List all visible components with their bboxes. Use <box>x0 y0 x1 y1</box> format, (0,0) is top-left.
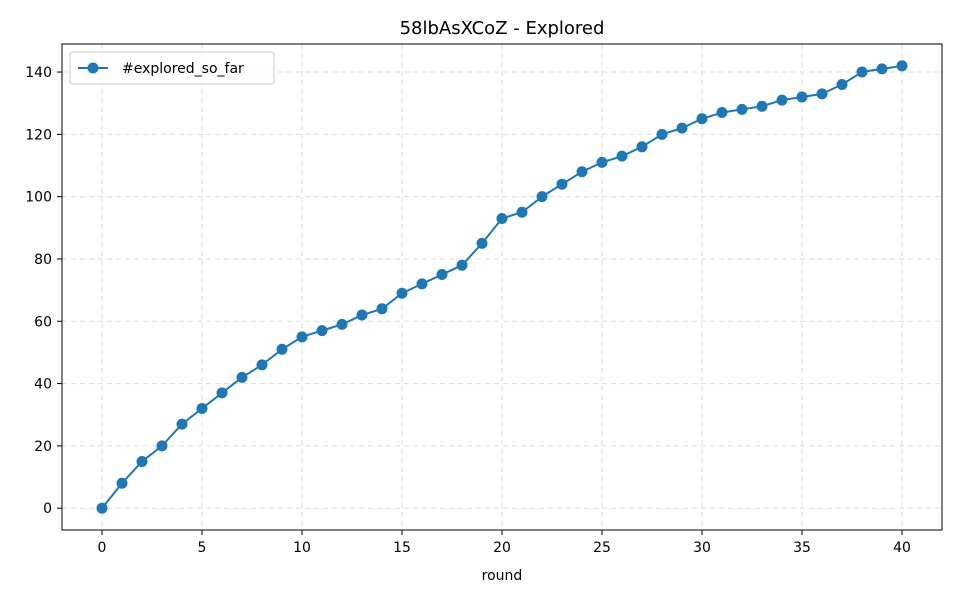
data-point <box>396 287 408 299</box>
data-point <box>756 100 768 112</box>
y-tick-label: 120 <box>25 127 52 143</box>
data-point <box>216 387 228 399</box>
y-tick-label: 80 <box>34 252 52 268</box>
data-point <box>676 122 688 134</box>
legend-box <box>69 51 275 85</box>
data-point <box>576 166 588 178</box>
x-tick-label: 40 <box>893 540 911 556</box>
data-point <box>836 79 848 90</box>
data-point <box>196 403 208 414</box>
data-point <box>176 418 188 430</box>
data-point <box>276 343 288 355</box>
data-point <box>816 88 828 100</box>
data-point <box>436 269 448 281</box>
data-point <box>96 502 108 514</box>
y-tick-label: 140 <box>25 65 52 81</box>
data-point <box>516 206 528 218</box>
data-point <box>656 128 668 140</box>
x-axis-label: round <box>482 568 523 584</box>
x-tick-label: 5 <box>198 540 207 556</box>
data-point <box>236 371 248 383</box>
data-point <box>416 278 428 290</box>
data-point <box>136 455 148 467</box>
data-point <box>596 156 608 168</box>
data-point <box>536 191 548 203</box>
data-point <box>296 331 308 343</box>
y-tick-label: 60 <box>34 314 52 330</box>
data-point <box>356 309 368 321</box>
chart-title: 58lbAsXCoZ - Explored <box>400 18 605 39</box>
x-tick-label: 20 <box>493 540 511 556</box>
data-point <box>256 359 268 371</box>
x-tick-label: 35 <box>793 540 811 556</box>
data-point <box>736 103 748 115</box>
legend: #explored_so_far <box>69 51 275 85</box>
data-point <box>696 113 708 125</box>
x-tick-label: 0 <box>98 540 107 556</box>
data-point <box>616 150 628 162</box>
y-tick-label: 0 <box>43 501 52 517</box>
data-point <box>856 66 868 78</box>
data-point <box>796 91 808 103</box>
data-point <box>636 141 648 153</box>
data-point <box>316 325 328 337</box>
data-point <box>376 303 388 315</box>
x-tick-label: 25 <box>593 540 611 556</box>
data-point <box>716 107 728 119</box>
x-tick-label: 15 <box>393 540 411 556</box>
data-point <box>116 477 128 489</box>
x-tick-label: 30 <box>693 540 711 556</box>
data-point <box>776 94 788 106</box>
axis-ticks: 0 5 10 15 20 25 30 35 40 0 20 40 60 80 100 120 140 <box>25 65 911 556</box>
x-tick-label: 10 <box>293 540 311 556</box>
legend-label: #explored_so_far <box>122 61 244 77</box>
y-tick-label: 20 <box>34 439 52 455</box>
data-point <box>556 178 568 190</box>
data-point <box>876 63 888 75</box>
data-point <box>496 212 508 224</box>
y-tick-label: 40 <box>34 377 52 393</box>
data-point <box>156 440 168 452</box>
y-tick-label: 100 <box>25 190 52 206</box>
legend-marker <box>87 62 99 74</box>
series-layer <box>96 60 908 514</box>
data-point <box>896 60 908 72</box>
data-point <box>456 259 468 271</box>
data-point <box>336 318 348 330</box>
data-point <box>476 237 488 249</box>
